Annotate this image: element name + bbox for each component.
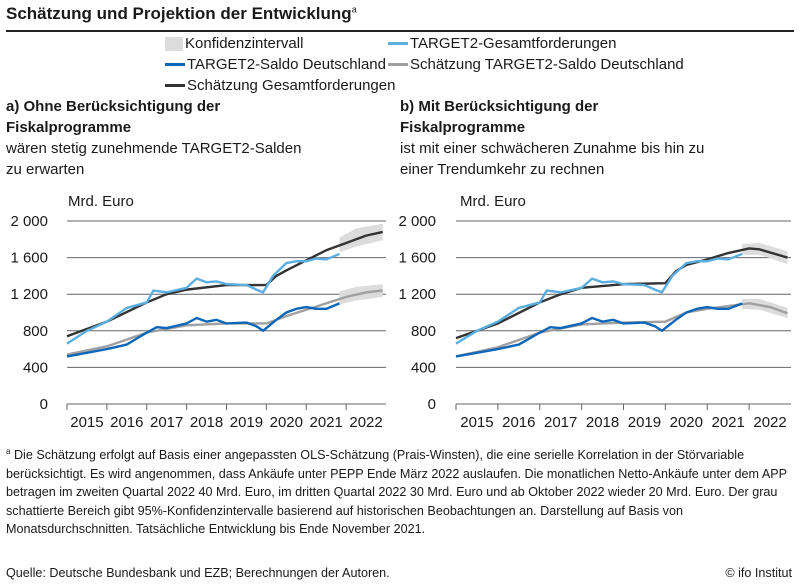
x-tick-label: 2019 (628, 414, 661, 431)
series-line (66, 302, 340, 358)
x-tick-label: 2015 (460, 414, 493, 431)
series-line (455, 302, 788, 358)
x-tick-label: 2022 (349, 414, 382, 431)
y-tick-label: 0 (40, 396, 48, 413)
legend-label: Konfidenzintervall (185, 35, 304, 52)
x-tick-label: 2016 (110, 414, 143, 431)
x-tick-label: 2019 (230, 414, 263, 431)
x-tick-label: 2017 (150, 414, 183, 431)
legend-label: TARGET2-Gesamtforderungen (410, 35, 617, 52)
credit: © ifo Institut (725, 566, 792, 580)
y-tick-label: 400 (411, 359, 436, 376)
panel-b-heading2: Fiskalprogramme (400, 119, 526, 136)
y-tick-label: 800 (411, 323, 436, 340)
panel-a-unit: Mrd. Euro (68, 193, 134, 210)
x-tick-label: 2018 (586, 414, 619, 431)
figure-title: Schätzung und Projektion der Entwicklung… (6, 4, 357, 24)
panel-b-sub2: einer Trendumkehr zu rechnen (400, 161, 605, 178)
footnote-text: Die Schätzung erfolgt auf Basis einer an… (6, 448, 787, 537)
panel-a-sub2: zu erwarten (6, 161, 85, 178)
legend-item: TARGET2-Gesamtforderungen (388, 35, 616, 52)
legend-item: Schätzung TARGET2-Saldo Deutschland (388, 56, 684, 73)
series-line (455, 247, 788, 340)
y-tick-label: 1 200 (398, 286, 436, 303)
x-tick-label: 2020 (270, 414, 303, 431)
panel-a-sub1: wären stetig zunehmende TARGET2-Salden (6, 140, 302, 157)
panel-b-unit: Mrd. Euro (460, 193, 526, 210)
x-tick-label: 2022 (753, 414, 786, 431)
legend-swatch-box (165, 36, 183, 51)
source: Quelle: Deutsche Bundesbank und EZB; Ber… (6, 566, 390, 580)
x-tick-label: 2021 (712, 414, 745, 431)
legend-item: Schätzung Gesamtforderungen (165, 77, 395, 94)
x-tick-label: 2017 (544, 414, 577, 431)
y-tick-label: 1 200 (10, 286, 48, 303)
y-tick-label: 2 000 (398, 213, 436, 230)
footnote-mark: a (6, 447, 11, 456)
footnote: a Die Schätzung erfolgt auf Basis einer … (6, 443, 796, 539)
legend-swatch-line (165, 63, 185, 66)
panel-a-heading: a) Ohne Berücksichtigung der (6, 98, 221, 115)
legend-swatch-line (165, 84, 185, 87)
y-tick-label: 800 (23, 323, 48, 340)
y-tick-label: 1 600 (10, 250, 48, 267)
x-tick-label: 2021 (310, 414, 343, 431)
x-tick-label: 2015 (70, 414, 103, 431)
y-tick-label: 1 600 (398, 250, 436, 267)
title-footnote-mark: a (351, 4, 357, 15)
panel-a-heading2: Fiskalprogramme (6, 119, 132, 136)
legend-swatch-line (388, 42, 408, 45)
series-line (455, 302, 743, 358)
legend-swatch-line (388, 63, 408, 66)
panel-b-sub1: ist mit einer schwächeren Zunahme bis hi… (400, 140, 705, 157)
series-line (66, 252, 340, 345)
y-tick-label: 0 (428, 396, 436, 413)
x-tick-label: 2018 (190, 414, 223, 431)
title-rule (6, 30, 794, 32)
panel-b-heading: b) Mit Berücksichtigung der (400, 98, 599, 115)
panel-a-title: a) Ohne Berücksichtigung der Fiskalprogr… (6, 96, 301, 180)
x-tick-label: 2016 (502, 414, 535, 431)
y-tick-label: 400 (23, 359, 48, 376)
x-tick-label: 2020 (670, 414, 703, 431)
legend-item: TARGET2-Saldo Deutschland (165, 56, 386, 73)
title-text: Schätzung und Projektion der Entwicklung (6, 4, 352, 23)
series-line (455, 252, 743, 345)
confidence-band (742, 242, 788, 265)
legend-label: Schätzung TARGET2-Saldo Deutschland (410, 56, 684, 73)
confidence-band (742, 298, 788, 318)
legend-item: Konfidenzintervall (165, 35, 303, 52)
legend-label: TARGET2-Saldo Deutschland (187, 56, 386, 73)
panel-b-title: b) Mit Berücksichtigung der Fiskalprogra… (400, 96, 704, 180)
y-tick-label: 2 000 (10, 213, 48, 230)
legend-label: Schätzung Gesamtforderungen (187, 77, 396, 94)
